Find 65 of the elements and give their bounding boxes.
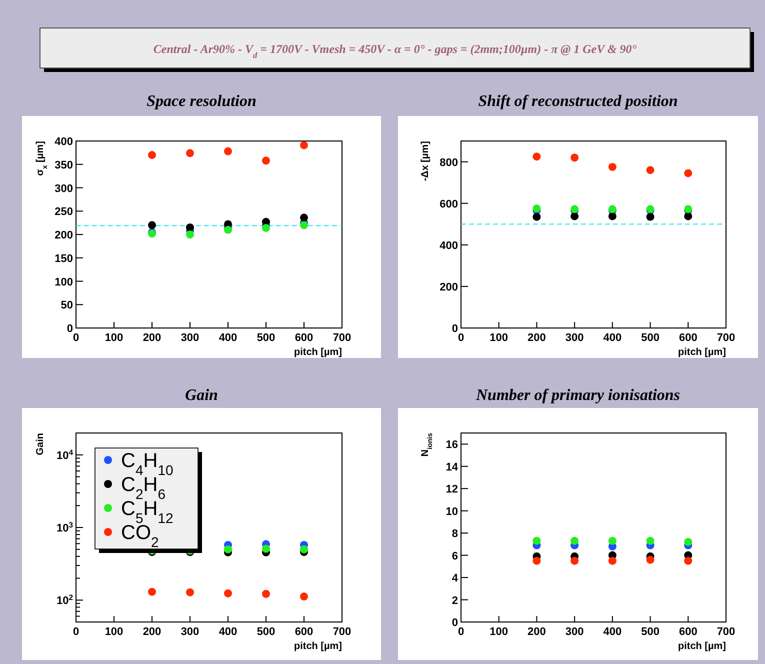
y-tick-label: 10$^{4}$	[56, 447, 74, 462]
x-tick-label: 100	[490, 626, 508, 638]
x-tick-label: 600	[678, 332, 698, 344]
x-tick-label: 400	[218, 626, 238, 638]
text: Central - Ar90% - V$_{d}$ = 1700V - Vmesh = 450V - α = 0° - gaps = (2mm;100µm) - π @ 1 GeV & 90°	[153, 42, 637, 60]
x-tick-label: 500	[641, 332, 660, 344]
y-tick-label: 100	[54, 276, 73, 288]
y-tick-label: 150	[54, 252, 73, 265]
y-tick-label: 0	[452, 617, 458, 629]
y-tick-label: 10$^{3}$	[56, 520, 73, 534]
y-tick-label: 16	[446, 439, 458, 452]
y-tick-label: 2	[452, 594, 458, 607]
y-tick-label: 200	[440, 281, 458, 294]
x-tick-label: 200	[142, 332, 162, 344]
chart-title: Number of primary ionisations	[474, 387, 680, 404]
y-tick-label: 400	[54, 136, 73, 148]
x-tick-label: 300	[565, 626, 584, 638]
x-tick-label: 500	[256, 332, 276, 344]
x-tick-label: 400	[603, 626, 622, 638]
y-tick-label: 12	[446, 484, 458, 496]
x-tick-label: 400	[603, 332, 622, 344]
y-axis-title: -Δx [µm]	[420, 141, 431, 182]
y-tick-label: 8	[452, 528, 458, 540]
y-axis-title: Gain	[35, 433, 46, 456]
x-tick-label: 700	[716, 332, 736, 344]
x-tick-label: 200	[142, 626, 162, 638]
x-tick-label: 600	[294, 332, 314, 344]
x-tick-label: 200	[528, 626, 546, 638]
x-axis-title: pitch [µm]	[678, 347, 726, 358]
x-tick-label: 300	[180, 332, 200, 344]
x-tick-label: 600	[294, 626, 314, 638]
x-tick-label: 100	[104, 332, 124, 344]
y-tick-label: 50	[60, 300, 73, 312]
chart-title: Gain	[185, 387, 218, 404]
y-tick-label: 14	[446, 461, 459, 474]
x-tick-label: 700	[332, 626, 352, 638]
y-tick-label: 0	[452, 323, 458, 335]
x-tick-label: 500	[641, 626, 660, 638]
y-tick-label: 10$^{2}$	[56, 592, 73, 608]
x-tick-label: 100	[490, 332, 508, 344]
y-tick-label: 800	[440, 156, 458, 169]
chart-title: Shift of reconstructed position	[478, 93, 678, 110]
x-tick-label: 700	[332, 332, 352, 344]
x-tick-label: 600	[678, 626, 698, 638]
x-axis-title: pitch [µm]	[294, 347, 342, 358]
x-tick-label: 700	[716, 626, 736, 638]
x-tick-label: 300	[180, 626, 200, 638]
y-tick-label: 10	[446, 506, 458, 518]
y-tick-label: 4	[452, 572, 459, 585]
y-tick-label: 200	[54, 230, 73, 242]
x-axis-title: pitch [µm]	[294, 641, 342, 652]
x-tick-label: 300	[565, 332, 584, 344]
y-tick-label: 600	[440, 198, 458, 210]
y-tick-label: 6	[452, 550, 458, 562]
x-axis-title: pitch [µm]	[678, 641, 726, 652]
x-tick-label: 200	[528, 332, 546, 344]
x-tick-label: 100	[104, 626, 124, 638]
x-tick-label: 500	[256, 626, 276, 638]
x-tick-label: 400	[218, 332, 238, 344]
chart-title: Space resolution	[146, 93, 256, 110]
y-tick-label: 250	[54, 206, 73, 218]
y-tick-label: 300	[54, 182, 73, 195]
y-tick-label: 0	[66, 323, 73, 335]
y-tick-label: 350	[54, 159, 73, 172]
y-tick-label: 400	[440, 240, 458, 252]
